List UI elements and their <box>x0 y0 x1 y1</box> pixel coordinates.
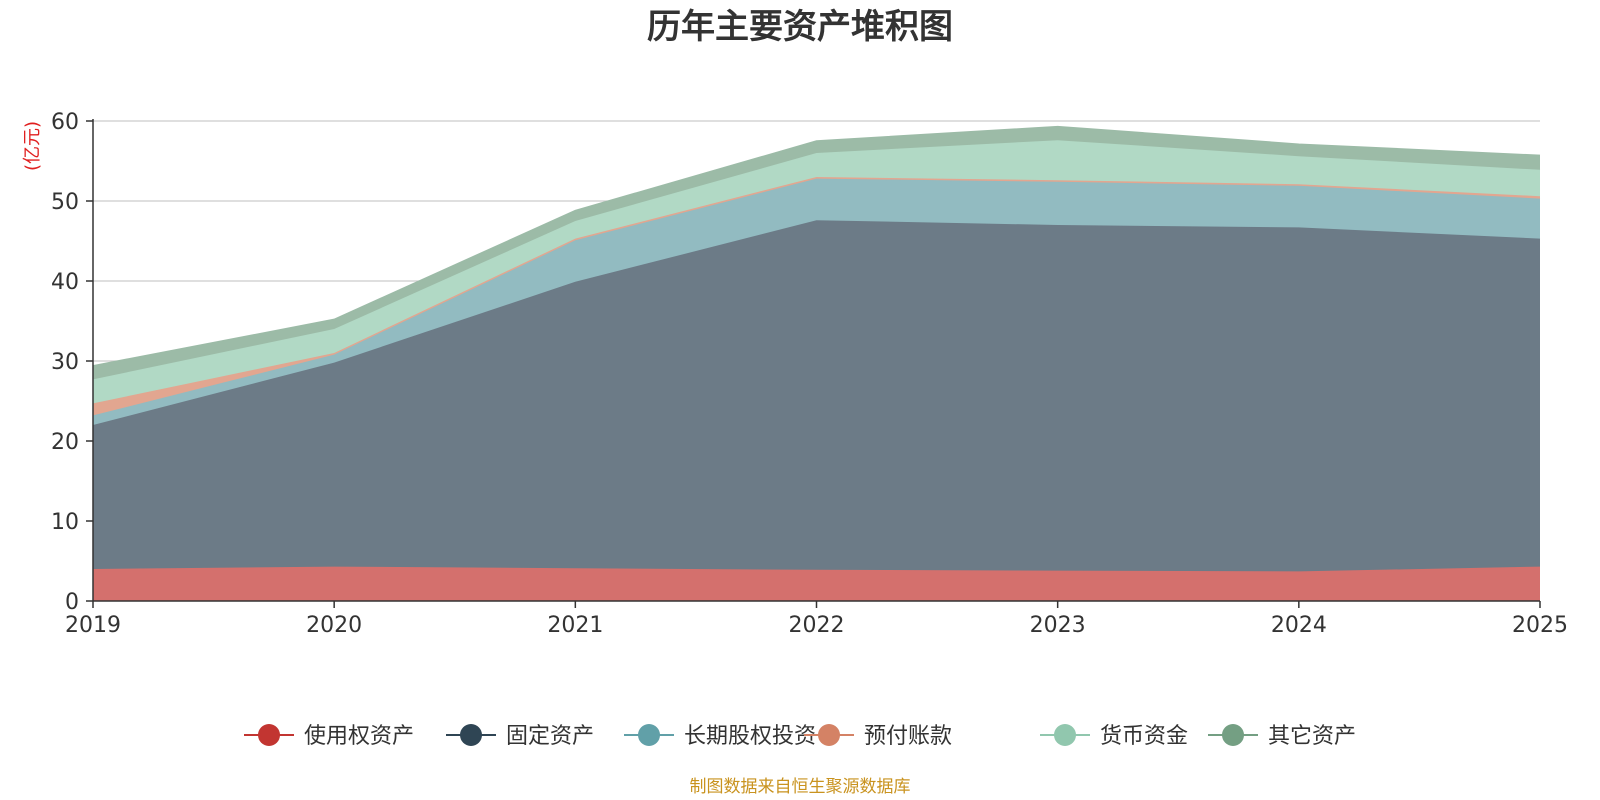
legend-label: 长期股权投资 <box>684 724 816 749</box>
x-tick-label: 2019 <box>65 613 121 638</box>
stacked-areas <box>92 125 1541 601</box>
legend-item-5[interactable]: 货币资金 <box>1040 724 1188 749</box>
legend-item-2[interactable]: 固定资产 <box>446 724 594 749</box>
x-tick-label: 2021 <box>547 613 603 638</box>
x-tick-label: 2022 <box>789 613 845 638</box>
y-tick-label: 40 <box>51 270 79 295</box>
y-tick-label: 20 <box>51 430 79 455</box>
legend-label: 其它资产 <box>1268 724 1356 749</box>
y-tick-label: 30 <box>51 350 79 375</box>
legend-label: 使用权资产 <box>304 724 414 749</box>
area-series-2[interactable] <box>93 220 1540 572</box>
legend-marker-icon <box>460 724 482 746</box>
area-series-5[interactable] <box>93 140 1540 404</box>
legend-item-6[interactable]: 其它资产 <box>1208 724 1356 749</box>
legend-marker-icon <box>1054 724 1076 746</box>
legend-label: 货币资金 <box>1100 724 1188 749</box>
legend-marker-icon <box>1222 724 1244 746</box>
axes: 0 10 20 30 40 50 60 2019 2020 2021 2022 2023 2024 202… <box>51 110 1568 638</box>
y-tick-label: 50 <box>51 190 79 215</box>
area-series-1[interactable] <box>93 566 1540 601</box>
y-tick-label: 60 <box>51 110 79 135</box>
x-tick-label: 2024 <box>1271 613 1327 638</box>
legend-label: 预付账款 <box>864 724 952 749</box>
y-axis-unit-label: (亿元) <box>22 121 43 171</box>
x-tick-label: 2020 <box>306 613 362 638</box>
legend[interactable]: 使用权资产 固定资产 长期股权投资 预付账款 货币资金 其它资产 <box>244 724 1356 749</box>
y-tick-label: 10 <box>51 510 79 535</box>
area-series-3[interactable] <box>93 178 1540 425</box>
y-tick-label: 0 <box>65 590 79 615</box>
legend-marker-icon <box>818 724 840 746</box>
chart-title: 历年主要资产堆积图 <box>647 7 953 47</box>
x-tick-label: 2025 <box>1512 613 1568 638</box>
legend-item-4[interactable]: 预付账款 <box>804 724 952 749</box>
legend-marker-icon <box>638 724 660 746</box>
x-tick-label: 2023 <box>1030 613 1086 638</box>
legend-label: 固定资产 <box>506 724 594 749</box>
legend-item-1[interactable]: 使用权资产 <box>244 724 414 749</box>
data-source-note: 制图数据来自恒生聚源数据库 <box>690 777 911 797</box>
legend-item-3[interactable]: 长期股权投资 <box>624 724 816 749</box>
legend-marker-icon <box>258 724 280 746</box>
area-series-6-line <box>92 125 1541 367</box>
area-series-6[interactable] <box>93 126 1540 380</box>
